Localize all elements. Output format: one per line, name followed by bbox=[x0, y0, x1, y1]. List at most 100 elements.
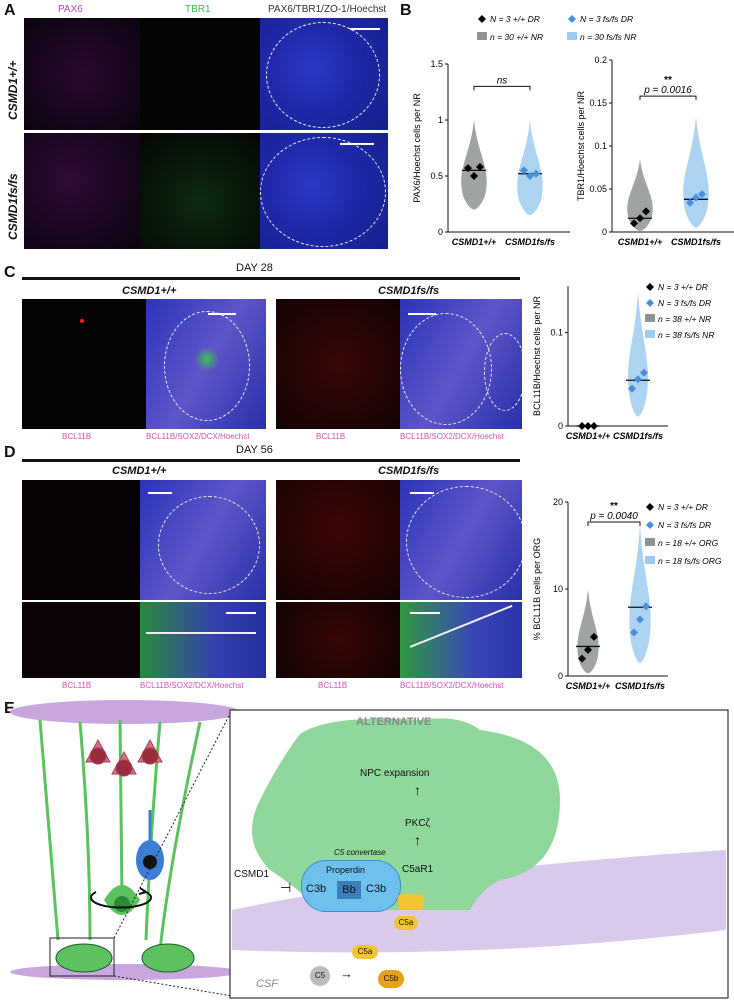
violin bbox=[577, 589, 599, 674]
legend-marker bbox=[568, 15, 576, 23]
y-tick-label: 1.5 bbox=[430, 59, 443, 69]
c-caption-wt-merge: BCL11B/SOX2/DCX/Hoechst bbox=[146, 432, 250, 441]
y-tick-label: 0 bbox=[602, 227, 607, 237]
x-tick-label: CSMD1+/+ bbox=[566, 681, 611, 691]
legend-marker bbox=[645, 330, 655, 338]
ventricular-surface bbox=[10, 964, 240, 980]
panel-d-legend: N = 3 +/+ DR N = 3 fs/fs DR n = 18 +/+ ORG… bbox=[645, 502, 722, 566]
cleave-arrow-icon: → bbox=[340, 966, 353, 981]
micrograph-d-bcl11b-fs-top bbox=[276, 480, 400, 600]
dr-point bbox=[470, 172, 478, 180]
arrow-1-icon: ↑ bbox=[414, 782, 421, 798]
violin bbox=[629, 523, 651, 663]
legend-label: N = 3 fs/fs DR bbox=[580, 14, 633, 24]
arrow-2-icon: ↑ bbox=[414, 832, 421, 848]
y-axis-label: BCL11B/Hoechst cells per NR bbox=[532, 296, 542, 416]
significance-bracket bbox=[473, 85, 531, 91]
y-tick-label: 0.05 bbox=[589, 184, 607, 194]
micrograph-c-bcl11b-wt bbox=[22, 299, 146, 429]
d-caption-fs-merge: BCL11B/SOX2/DCX/Hoechst bbox=[400, 681, 504, 690]
legend-label: n = 38 +/+ NR bbox=[658, 314, 711, 324]
radial-fibers bbox=[38, 719, 202, 951]
legend-label: N = 3 fs/fs DR bbox=[658, 520, 711, 530]
legend-marker bbox=[646, 521, 654, 529]
dr-point bbox=[590, 422, 598, 430]
micrograph-a-pax6-fs bbox=[24, 133, 140, 249]
dr-point bbox=[640, 368, 648, 377]
legend-marker bbox=[646, 299, 654, 307]
micrograph-d-bcl11b-wt-bottom bbox=[22, 602, 140, 678]
day-56-label: DAY 56 bbox=[236, 444, 273, 456]
chart-bcl11b-nr: 0 0.1 BCL11B/Hoechst cells per NR CSMD1+/+ C… bbox=[532, 286, 668, 441]
micrograph-a-merge-fs bbox=[260, 133, 388, 249]
c-caption-fs-merge: BCL11B/SOX2/DCX/Hoechst bbox=[400, 432, 504, 441]
y-tick-label: 0.1 bbox=[594, 141, 607, 151]
convertase-complex: Properdin C3b Bb C3b bbox=[301, 860, 401, 912]
header-pax6: PAX6 bbox=[58, 4, 83, 15]
pkc-label: PKCζ bbox=[405, 818, 430, 829]
p-value-label: p = 0.0016 bbox=[643, 85, 692, 96]
panel-b-label: B bbox=[400, 2, 412, 19]
panel-c-label: C bbox=[4, 264, 16, 281]
micrograph-c-bcl11b-fs bbox=[276, 299, 400, 429]
micrograph-a-pax6-wt bbox=[24, 18, 140, 130]
zoom-box bbox=[49, 937, 115, 977]
c5a-bound: C5a bbox=[394, 916, 418, 930]
intermediate-progenitor bbox=[136, 810, 164, 880]
dr-point bbox=[642, 602, 650, 611]
y-tick-label: 10 bbox=[553, 584, 563, 594]
panel-c-legend: N = 3 +/+ DR N = 3 fs/fs DR n = 38 +/+ NR n… bbox=[645, 282, 714, 340]
dr-point bbox=[578, 422, 586, 430]
p-value-label: p = 0.0040 bbox=[589, 511, 638, 522]
csf-label: CSF bbox=[256, 978, 278, 990]
dr-point bbox=[520, 166, 528, 175]
micrograph-c-merge-fs bbox=[400, 299, 522, 429]
significance-bracket bbox=[639, 95, 697, 101]
legend-label: n = 38 fs/fs NR bbox=[658, 330, 714, 340]
legend-marker bbox=[477, 32, 487, 40]
dr-point bbox=[584, 422, 592, 430]
legend-label: n = 18 fs/fs ORG bbox=[658, 556, 722, 566]
significance-bracket bbox=[587, 521, 641, 527]
micrograph-a-tbr1-fs bbox=[140, 133, 260, 249]
chart-bcl11b-org: 0 10 20 % BCL11B cells per ORG CSMD1+/+ CSMD1… bbox=[532, 497, 668, 691]
legend-marker bbox=[567, 32, 577, 40]
c-caption-fs-single: BCL11B bbox=[316, 432, 346, 441]
micrograph-a-merge-wt bbox=[260, 18, 388, 130]
legend-marker bbox=[646, 283, 654, 291]
legend-marker bbox=[645, 556, 655, 564]
dr-point bbox=[634, 375, 642, 384]
d-group-wt: CSMD1+/+ bbox=[112, 465, 167, 477]
micrograph-a-tbr1-wt bbox=[140, 18, 260, 130]
y-axis-label: % BCL11B cells per ORG bbox=[532, 538, 542, 640]
row-label-wt: CSMD1+/+ bbox=[6, 60, 20, 120]
significance-stars: ** bbox=[664, 75, 672, 86]
dr-point bbox=[464, 164, 472, 173]
panel-d-label: D bbox=[4, 444, 16, 461]
y-tick-label: 0 bbox=[438, 227, 443, 237]
row-label-fs: CSMD1fs/fs bbox=[6, 173, 20, 240]
x-tick-label: CSMD1fs/fs bbox=[615, 681, 665, 691]
p-value-label: ns bbox=[497, 75, 508, 86]
y-tick-label: 0.1 bbox=[550, 328, 563, 338]
y-axis-label: PAX6/Hoechst cells per NR bbox=[412, 93, 422, 203]
dr-point bbox=[692, 193, 700, 202]
panel-e-label: E bbox=[4, 700, 15, 717]
legend-label: N = 3 fs/fs DR bbox=[658, 298, 711, 308]
y-tick-label: 20 bbox=[553, 497, 563, 507]
panel-b-legend: N = 3 +/+ DR N = 3 fs/fs DR n = 30 +/+ NR n… bbox=[477, 14, 636, 42]
c5-convertase-label: C5 convertase bbox=[334, 848, 386, 857]
legend-marker bbox=[645, 538, 655, 546]
dr-point bbox=[636, 214, 644, 223]
y-tick-label: 0.15 bbox=[589, 98, 607, 108]
dr-point bbox=[590, 632, 598, 641]
c-group-fs: CSMD1fs/fs bbox=[378, 285, 440, 297]
x-tick-label: CSMD1fs/fs bbox=[505, 237, 555, 247]
y-tick-label: 0 bbox=[558, 421, 563, 431]
header-merge: PAX6/TBR1/ZO-1/Hoechst bbox=[268, 4, 387, 15]
receptor-icon bbox=[398, 894, 424, 910]
panel-c-chart: N = 3 +/+ DR N = 3 fs/fs DR n = 38 +/+ NR n… bbox=[532, 282, 714, 441]
legend-marker bbox=[645, 314, 655, 322]
legend-marker bbox=[646, 503, 654, 511]
c5-molecule: C5 bbox=[310, 966, 330, 986]
